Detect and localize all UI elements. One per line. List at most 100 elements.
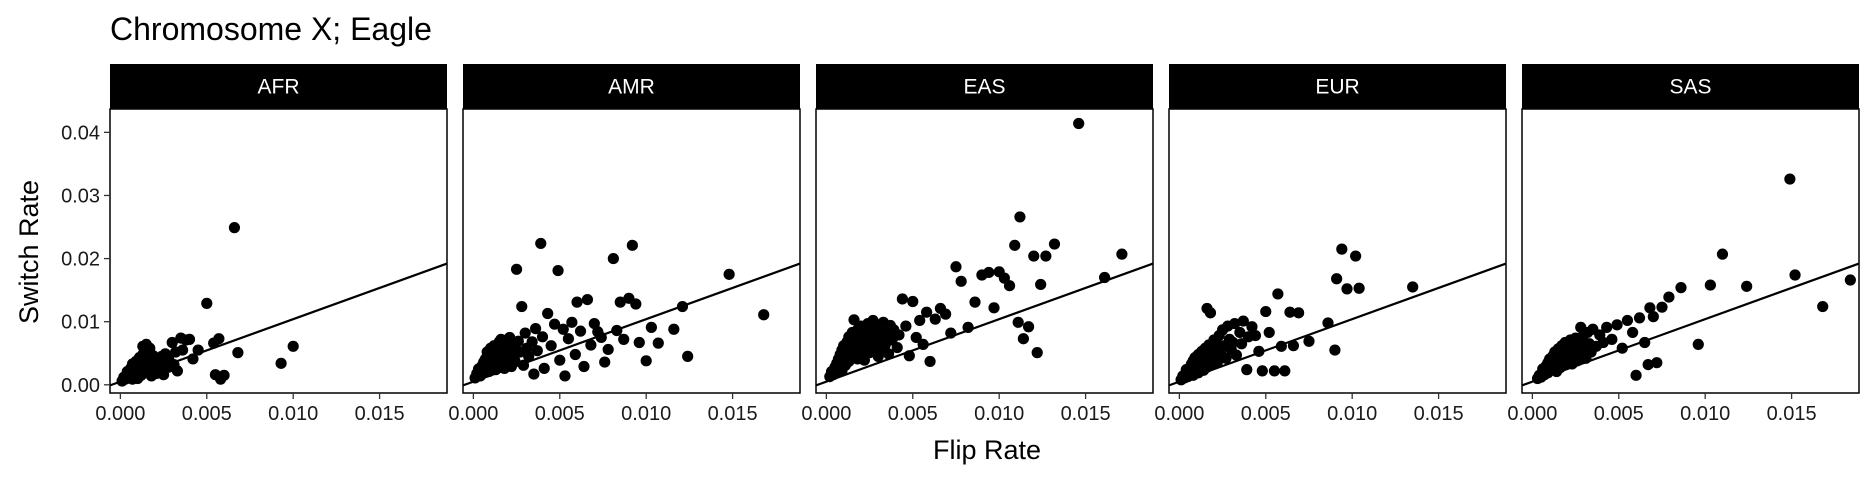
facet-panel-eas: EAS 0.000 0.005 0.010 0.015 [801,64,1154,425]
x-tick-label-eas-0: 0.000 [801,403,851,425]
y-tick-label-2: 0.02 [61,249,100,271]
data-point-sas-53 [1597,336,1609,349]
strip-label-amr: AMR [608,76,655,99]
data-point-sas-66 [1651,357,1663,369]
data-point-afr-56 [201,297,213,309]
data-point-sas-64 [1644,302,1656,314]
x-tick-label-afr-2: 0.010 [268,403,318,425]
data-point-amr-60 [552,264,564,277]
data-point-amr-52 [529,323,542,335]
data-point-eas-79 [969,296,981,308]
data-point-amr-86 [645,321,657,333]
x-tick-label-amr-3: 0.015 [708,403,758,425]
data-point-eur-51 [1235,338,1248,350]
data-point-eas-81 [983,266,995,279]
data-point-afr-49 [171,365,183,377]
data-point-sas-76 [1817,300,1829,313]
data-point-eur-52 [1237,315,1249,327]
data-point-eas-64 [900,320,912,332]
data-point-sas-72 [1716,248,1729,260]
panel-border-afr [109,108,448,394]
data-point-amr-43 [512,335,524,347]
data-point-eur-71 [1331,273,1343,285]
y-tick-label-0: 0.00 [61,375,100,397]
x-tick-label-afr-0: 0.000 [95,403,145,425]
data-point-afr-65 [287,340,299,352]
data-point-sas-55 [1606,333,1618,345]
data-point-eur-47 [1227,336,1239,349]
data-point-eas-78 [962,321,974,333]
data-point-amr-84 [633,336,645,349]
data-point-amr-49 [523,350,535,362]
panel-border-sas [1521,108,1860,394]
data-point-sas-56 [1611,319,1623,331]
chart-title: Chromosome X; Eagle [110,11,432,47]
y-tick-label-4: 0.04 [61,122,100,144]
data-point-afr-59 [213,333,225,345]
data-point-eur-50 [1234,326,1246,339]
data-point-amr-89 [676,300,689,313]
data-point-eur-67 [1293,307,1305,319]
data-point-amr-92 [758,309,770,321]
data-point-eur-69 [1322,317,1334,329]
x-tick-label-amr-1: 0.005 [535,403,585,425]
strip-afr [110,64,447,109]
x-tick-label-amr-2: 0.010 [621,403,671,425]
data-point-amr-91 [723,268,735,280]
data-point-amr-74 [595,331,607,344]
x-tick-label-afr-3: 0.015 [355,403,405,425]
data-point-eas-92 [1031,347,1043,359]
reference-line-eur [1169,262,1506,387]
facet-panel-eur: EUR 0.000 0.005 0.010 0.015 [1154,64,1507,425]
data-point-amr-45 [516,300,528,313]
data-point-eur-68 [1303,335,1315,347]
strip-label-eas: EAS [963,76,1005,99]
data-point-eas-62 [893,329,905,341]
data-point-eas-77 [955,275,967,287]
data-point-eur-59 [1260,305,1272,318]
data-point-amr-46 [517,359,530,371]
data-point-sas-63 [1642,359,1654,371]
data-point-eas-86 [1009,239,1021,251]
x-tick-label-eas-2: 0.010 [974,403,1024,425]
data-point-amr-53 [531,345,543,357]
data-point-amr-54 [535,237,547,250]
data-point-afr-53 [183,333,196,345]
data-point-eur-63 [1275,340,1287,352]
data-point-eas-70 [921,306,933,318]
data-point-eas-76 [950,261,962,273]
data-point-amr-77 [607,252,619,265]
data-point-eas-94 [1040,250,1052,262]
data-point-eur-76 [1407,281,1419,293]
x-tick-label-sas-1: 0.005 [1594,403,1644,425]
data-point-amr-58 [545,340,557,352]
x-tick-label-amr-0: 0.000 [448,403,498,425]
x-tick-label-sas-3: 0.015 [1767,403,1817,425]
data-point-sas-67 [1656,301,1668,313]
data-point-eur-75 [1353,282,1365,294]
data-point-afr-55 [192,344,204,356]
data-point-amr-56 [538,362,550,374]
data-point-sas-54 [1601,321,1613,333]
data-point-sas-58 [1621,314,1634,327]
data-point-eas-67 [910,331,922,344]
data-point-eas-89 [1017,333,1029,345]
data-point-sas-65 [1647,311,1659,323]
y-tick-label-3: 0.03 [61,185,100,207]
data-point-afr-61 [218,369,230,381]
x-tick-label-eas-3: 0.015 [1061,403,1111,425]
data-point-sas-70 [1692,338,1704,351]
facet-panels: AFR 0.000 0.005 0.010 0.015 AMR 0.000 0.005 0.01… [61,64,1860,425]
y-axis: 0.00 0.01 0.02 0.03 0.04 [61,122,110,397]
data-point-amr-82 [626,239,638,251]
x-tick-label-afr-1: 0.005 [182,403,232,425]
data-point-amr-87 [652,337,664,349]
data-point-amr-47 [519,327,531,339]
data-point-eas-95 [1048,238,1061,250]
data-point-sas-75 [1789,269,1801,281]
data-point-eur-56 [1249,329,1262,342]
data-point-eas-57 [882,348,895,360]
data-point-eur-48 [1229,317,1241,330]
data-point-amr-59 [548,318,561,330]
data-point-amr-80 [618,333,630,345]
